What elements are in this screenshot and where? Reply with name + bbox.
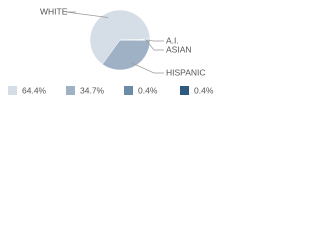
legend-swatch (8, 86, 17, 95)
slice-label: HISPANIC (166, 67, 206, 77)
legend-label: 0.4% (138, 85, 158, 95)
leader-line (65, 11, 109, 18)
legend-swatch (180, 86, 189, 95)
pie-slice (102, 39, 151, 71)
legend-label: 0.4% (194, 85, 214, 95)
leader-line (145, 39, 164, 51)
legend-swatch (124, 86, 133, 95)
legend-swatch (66, 86, 75, 95)
chart: WHITE HISPANIC A.I.ASIAN 64.4% 34.7% 0.4% 0.4% (8, 6, 214, 95)
leader-line (131, 62, 164, 74)
slice-label: A.I. (166, 35, 179, 45)
legend-label: 34.7% (80, 85, 105, 95)
pie-slice (89, 9, 151, 65)
leader-line (145, 39, 164, 42)
slice-label: ASIAN (166, 44, 192, 54)
slice-label: WHITE (40, 6, 68, 16)
legend-label: 64.4% (22, 85, 47, 95)
pie-slice (119, 38, 151, 41)
